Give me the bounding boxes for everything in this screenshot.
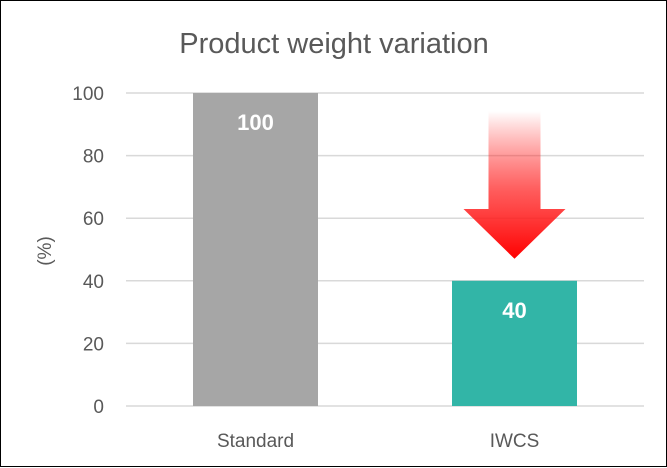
y-tick-label: 60 — [83, 209, 104, 230]
bar-iwcs — [452, 280, 577, 406]
y-axis-label: (%) — [35, 236, 56, 266]
data-label: 100 — [237, 110, 274, 135]
down-arrow-icon — [463, 111, 566, 259]
data-label: 40 — [502, 298, 526, 323]
y-tick-label: 100 — [72, 84, 104, 105]
chart-title: Product weight variation — [179, 28, 489, 60]
y-tick-label: 80 — [83, 147, 104, 168]
x-tick-label: IWCS — [490, 431, 540, 452]
bar-standard — [193, 93, 318, 406]
x-tick-label: Standard — [217, 431, 294, 452]
y-tick-label: 0 — [93, 397, 104, 418]
y-tick-label: 20 — [83, 334, 104, 355]
y-tick-label: 40 — [83, 272, 104, 293]
